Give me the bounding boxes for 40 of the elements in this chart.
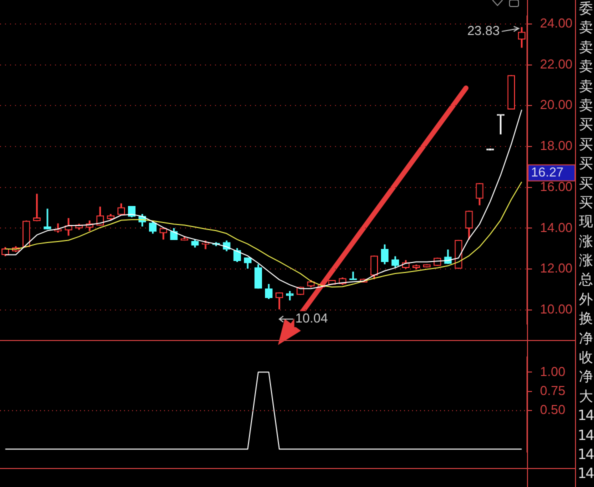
annotation: 10.04: [295, 310, 328, 326]
y-tick-label: 0.50: [540, 402, 566, 418]
text: 净: [579, 330, 592, 349]
text: 买: [579, 155, 592, 174]
y-tick-label: 1.00: [540, 364, 566, 379]
text: 买: [579, 174, 592, 194]
text: 14: [578, 407, 594, 426]
text: 现: [579, 213, 592, 232]
y-tick-label: 10.00: [540, 301, 573, 316]
text: 卖: [579, 58, 592, 78]
y-tick-label: 20.00: [540, 97, 573, 112]
text: 卖: [579, 78, 592, 97]
y-tick-label: 14.00: [540, 220, 573, 235]
y-tick-label: 24.00: [540, 16, 573, 31]
text: 总: [579, 271, 592, 290]
text: 收: [579, 349, 592, 368]
text: 买: [579, 136, 592, 155]
text: 外: [579, 290, 592, 310]
y-tick-label: 12.00: [540, 260, 573, 276]
y-tick-label: 16.00: [540, 178, 573, 194]
candlestick: [44, 208, 52, 230]
text: 14: [578, 446, 594, 465]
text: 卖: [579, 96, 592, 116]
y-tick-label: 0.75: [540, 383, 566, 398]
text: 换: [579, 310, 592, 330]
text: 卖: [579, 38, 592, 58]
text: 大: [579, 388, 592, 407]
y-tick-label: 22.00: [540, 56, 573, 72]
text: 买: [579, 116, 592, 136]
text: 卖: [579, 19, 592, 38]
text: 14: [578, 465, 594, 484]
text: 净: [579, 368, 592, 388]
text: 16.27: [531, 164, 564, 180]
annotation: 23.83: [467, 23, 500, 38]
text: 涨: [579, 232, 592, 252]
text: 14: [578, 426, 594, 446]
text: 委: [579, 0, 592, 19]
y-tick-label: 18.00: [540, 138, 573, 154]
text: 买: [579, 194, 592, 213]
text: 涨: [579, 252, 592, 272]
